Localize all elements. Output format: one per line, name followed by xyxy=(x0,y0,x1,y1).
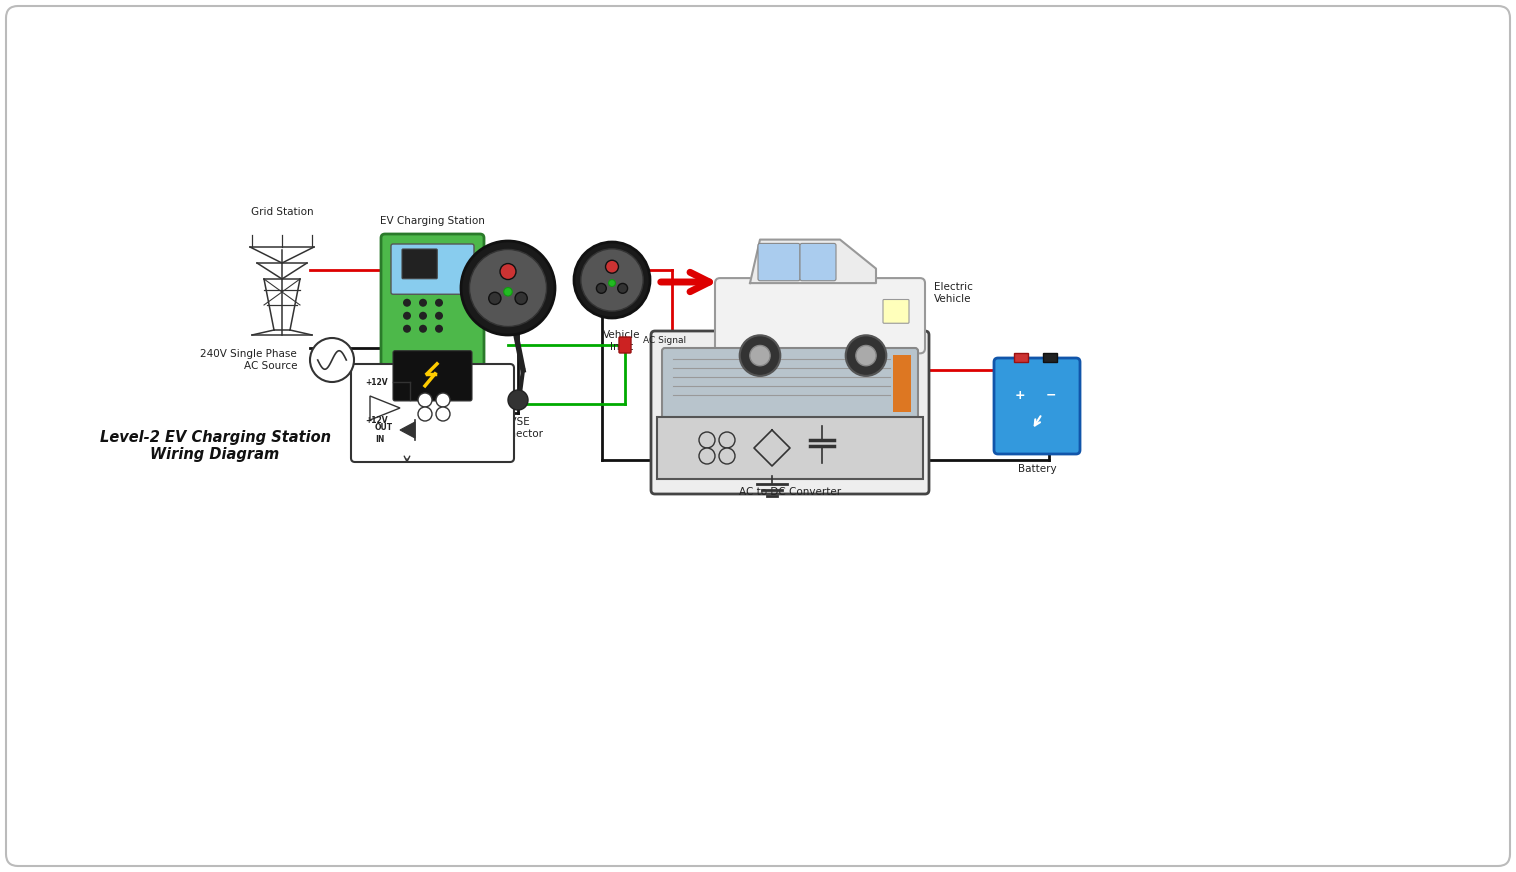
FancyBboxPatch shape xyxy=(882,299,910,324)
Text: Grid Station: Grid Station xyxy=(250,207,314,217)
FancyBboxPatch shape xyxy=(650,331,929,494)
Circle shape xyxy=(403,312,411,320)
FancyBboxPatch shape xyxy=(374,420,491,454)
Text: EV Charging Station: EV Charging Station xyxy=(379,216,485,226)
Text: IN: IN xyxy=(374,435,385,444)
Text: AC to DC Converter: AC to DC Converter xyxy=(738,487,841,497)
Text: 240V Single Phase
AC Source: 240V Single Phase AC Source xyxy=(200,349,297,371)
Text: AC Signal: AC Signal xyxy=(643,336,687,344)
Circle shape xyxy=(435,324,443,333)
FancyBboxPatch shape xyxy=(352,364,514,462)
Circle shape xyxy=(435,312,443,320)
Circle shape xyxy=(461,241,555,335)
Circle shape xyxy=(750,345,770,365)
Circle shape xyxy=(403,299,411,307)
FancyBboxPatch shape xyxy=(994,358,1079,454)
Polygon shape xyxy=(400,422,415,438)
Text: +12V: +12V xyxy=(365,415,388,425)
Text: EVSE Controller: EVSE Controller xyxy=(391,348,473,358)
Polygon shape xyxy=(370,396,400,420)
Text: OUT: OUT xyxy=(374,423,393,432)
Circle shape xyxy=(617,283,628,293)
FancyBboxPatch shape xyxy=(381,234,484,427)
Circle shape xyxy=(309,338,355,382)
Circle shape xyxy=(418,299,428,307)
Circle shape xyxy=(435,299,443,307)
Circle shape xyxy=(418,312,428,320)
Text: On-Board Charge Controller: On-Board Charge Controller xyxy=(717,315,863,325)
Circle shape xyxy=(503,288,512,296)
Text: +: + xyxy=(1014,389,1025,402)
FancyBboxPatch shape xyxy=(662,348,919,419)
Circle shape xyxy=(719,432,735,448)
Text: Electric
Vehicle: Electric Vehicle xyxy=(934,283,973,304)
Text: EVSE
Connector: EVSE Connector xyxy=(490,417,543,439)
FancyBboxPatch shape xyxy=(6,6,1510,866)
Circle shape xyxy=(437,407,450,421)
Circle shape xyxy=(740,336,781,376)
Circle shape xyxy=(470,249,547,326)
Bar xyxy=(1014,353,1028,362)
Circle shape xyxy=(846,336,887,376)
Bar xyxy=(1043,353,1057,362)
Circle shape xyxy=(418,324,428,333)
Text: Vehicle
Inlet: Vehicle Inlet xyxy=(603,330,641,351)
Text: Level-2 EV Charging Station
Wiring Diagram: Level-2 EV Charging Station Wiring Diagr… xyxy=(100,430,330,462)
Text: −: − xyxy=(1046,389,1057,402)
FancyBboxPatch shape xyxy=(758,243,800,281)
Circle shape xyxy=(719,448,735,464)
Circle shape xyxy=(418,407,432,421)
Circle shape xyxy=(605,260,619,273)
Circle shape xyxy=(403,324,411,333)
Text: Battery: Battery xyxy=(1017,464,1057,474)
Circle shape xyxy=(608,280,615,287)
Circle shape xyxy=(699,432,716,448)
Circle shape xyxy=(857,345,876,365)
Circle shape xyxy=(515,292,528,304)
Circle shape xyxy=(575,242,650,318)
Circle shape xyxy=(418,393,432,407)
Bar xyxy=(893,355,911,412)
FancyBboxPatch shape xyxy=(393,351,471,401)
FancyBboxPatch shape xyxy=(716,278,925,353)
Circle shape xyxy=(500,263,515,280)
FancyBboxPatch shape xyxy=(619,337,631,353)
FancyBboxPatch shape xyxy=(391,244,475,294)
Circle shape xyxy=(581,249,643,311)
Circle shape xyxy=(699,448,716,464)
Polygon shape xyxy=(750,240,876,283)
Circle shape xyxy=(488,292,500,304)
Bar xyxy=(656,417,923,479)
FancyBboxPatch shape xyxy=(402,249,437,279)
Circle shape xyxy=(437,393,450,407)
Circle shape xyxy=(596,283,606,293)
Text: +12V: +12V xyxy=(365,378,388,386)
FancyBboxPatch shape xyxy=(800,243,835,281)
Circle shape xyxy=(508,390,528,410)
